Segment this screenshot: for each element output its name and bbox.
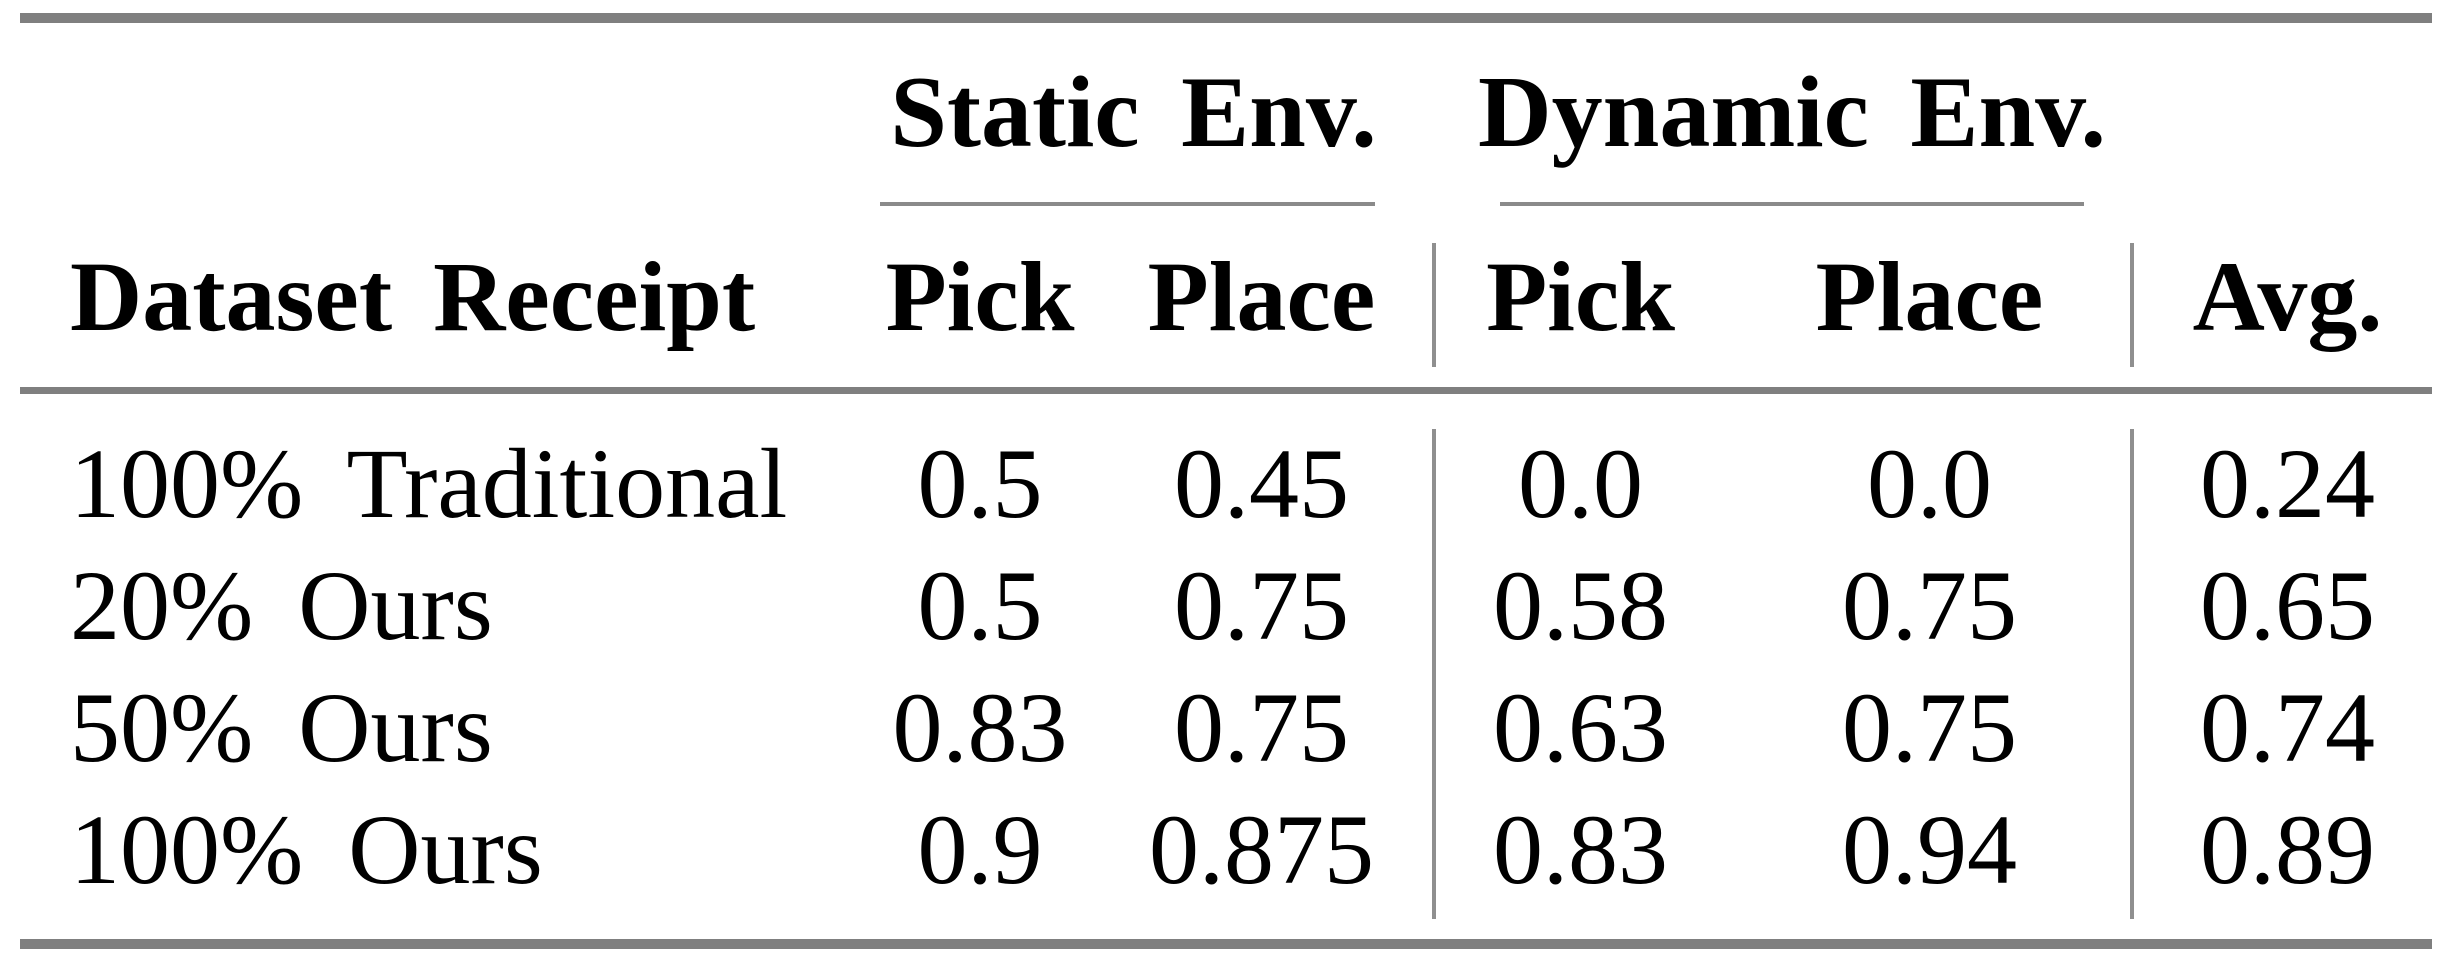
column-header-avg: Avg. <box>2192 241 2383 352</box>
top-rule <box>20 13 2432 23</box>
vertical-rule-avg-body <box>2130 429 2134 919</box>
cmidrule-static <box>880 202 1375 206</box>
vertical-rule-avg-header <box>2130 243 2134 367</box>
column-header-dataset-receipt: Dataset Receipt <box>70 241 756 352</box>
row-label: 100% Traditional <box>70 428 788 539</box>
cell-value: 0.63 <box>1493 672 1668 783</box>
cell-value: 0.5 <box>917 550 1043 661</box>
cell-value: 0.0 <box>1867 428 1992 539</box>
vertical-rule-static-dynamic-body <box>1432 429 1436 919</box>
cell-value: 0.65 <box>2200 550 2375 661</box>
body-top-spacer <box>20 394 2432 423</box>
results-table: Static Env. Dynamic Env. Dataset Receipt… <box>20 13 2432 949</box>
cell-value: 0.9 <box>917 794 1043 905</box>
bottom-rule <box>20 939 2432 949</box>
cell-value: 0.89 <box>2200 794 2375 905</box>
cell-value: 0.83 <box>1493 794 1668 905</box>
row-label: 50% Ours <box>70 672 493 783</box>
table-row-20pct-ours: 20% Ours 0.5 0.75 0.58 0.75 0.65 <box>20 545 2432 667</box>
cell-value: 0.45 <box>1174 428 1349 539</box>
cell-value: 0.75 <box>1174 672 1349 783</box>
cell-value: 0.58 <box>1493 550 1668 661</box>
group-header-spacer <box>2131 23 2432 202</box>
cell-value: 0.0 <box>1518 428 1643 539</box>
group-header-static-env: Static Env. <box>890 56 1377 169</box>
column-header-static-pick: Pick <box>885 241 1075 352</box>
body-bottom-spacer <box>20 911 2432 939</box>
column-header-row: Dataset Receipt Pick Place Pick Place Av… <box>20 206 2432 387</box>
cmidrule-row <box>20 202 2432 206</box>
group-header-row: Static Env. Dynamic Env. <box>20 23 2432 202</box>
vertical-rule-static-dynamic-header <box>1432 243 1436 367</box>
cell-value: 0.75 <box>1842 550 2017 661</box>
table-row-100pct-ours: 100% Ours 0.9 0.875 0.83 0.94 0.89 <box>20 789 2432 911</box>
cell-value: 0.875 <box>1149 794 1374 905</box>
cmidrule-dynamic <box>1500 202 2084 206</box>
group-header-spacer <box>20 23 870 202</box>
cell-value: 0.74 <box>2200 672 2375 783</box>
cell-value: 0.5 <box>917 428 1043 539</box>
table-row-100pct-traditional: 100% Traditional 0.5 0.45 0.0 0.0 0.24 <box>20 423 2432 545</box>
table-row-50pct-ours: 50% Ours 0.83 0.75 0.63 0.75 0.74 <box>20 667 2432 789</box>
column-header-dynamic-place: Place <box>1815 241 2044 352</box>
column-header-static-place: Place <box>1147 241 1376 352</box>
cell-value: 0.83 <box>892 672 1068 783</box>
header-midrule <box>20 387 2432 394</box>
cell-value: 0.75 <box>1842 672 2017 783</box>
row-label: 20% Ours <box>70 550 493 661</box>
group-header-dynamic-env: Dynamic Env. <box>1477 56 2107 169</box>
column-header-dynamic-pick: Pick <box>1486 241 1675 352</box>
cell-value: 0.24 <box>2200 428 2375 539</box>
row-label: 100% Ours <box>70 794 543 905</box>
cell-value: 0.75 <box>1174 550 1349 661</box>
cell-value: 0.94 <box>1842 794 2017 905</box>
